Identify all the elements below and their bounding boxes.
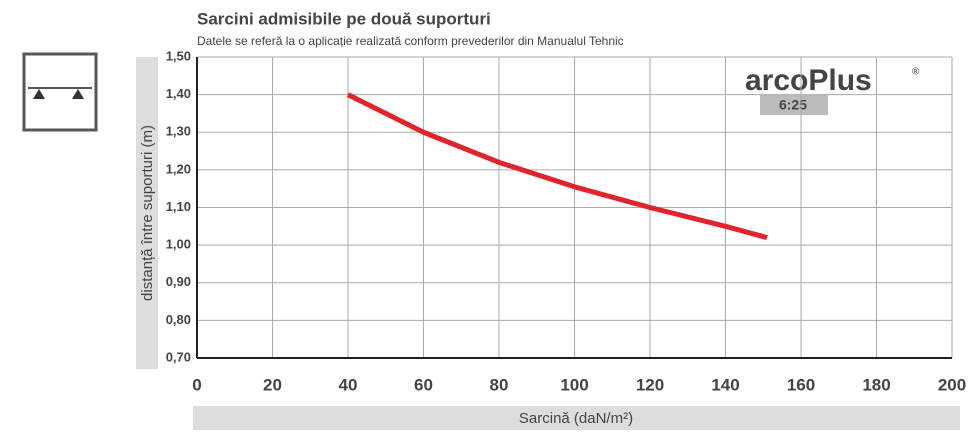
y-tick-label: 1,20: [166, 161, 191, 176]
icon-supports: [33, 89, 84, 99]
x-tick-label: 140: [711, 375, 739, 394]
y-tick-label: 1,50: [166, 48, 191, 63]
x-tick-label: 60: [414, 375, 433, 394]
logo-band: [760, 95, 828, 115]
y-tick-label: 1,10: [166, 199, 191, 214]
y-tick-label: 1,30: [166, 124, 191, 139]
x-axis-label: Sarcină (daN/m²): [519, 410, 633, 427]
y-tick-label: 1,00: [166, 237, 191, 252]
x-tick-label: 20: [263, 375, 282, 394]
x-tick-label: 180: [862, 375, 890, 394]
logo-edition: 6:25: [779, 97, 807, 113]
y-tick-label: 0,90: [166, 274, 191, 289]
y-tick-label: 1,40: [166, 86, 191, 101]
x-tick-label: 120: [636, 375, 664, 394]
icon-frame: [22, 52, 98, 132]
x-tick-label: 0: [192, 375, 201, 394]
y-axis-label: distanță între suporturi (m): [139, 125, 156, 301]
x-tick-label: 100: [560, 375, 588, 394]
x-tick-label: 40: [339, 375, 358, 394]
x-label-band: [193, 406, 960, 430]
x-tick-label: 160: [787, 375, 815, 394]
y-label-band: [136, 57, 158, 369]
y-tick-label: 0,70: [166, 349, 191, 364]
data-line: [346, 92, 768, 241]
x-tick-label: 80: [490, 375, 509, 394]
x-tick-label: 200: [938, 375, 966, 394]
logo-name: arcoPlus: [745, 64, 872, 97]
chart-subtitle: Datele se referă la o aplicație realizat…: [197, 34, 624, 48]
logo-mark: ®: [912, 67, 920, 78]
y-tick-label: 0,80: [166, 312, 191, 327]
chart-title: Sarcini admisibile pe două suporturi: [197, 9, 491, 28]
